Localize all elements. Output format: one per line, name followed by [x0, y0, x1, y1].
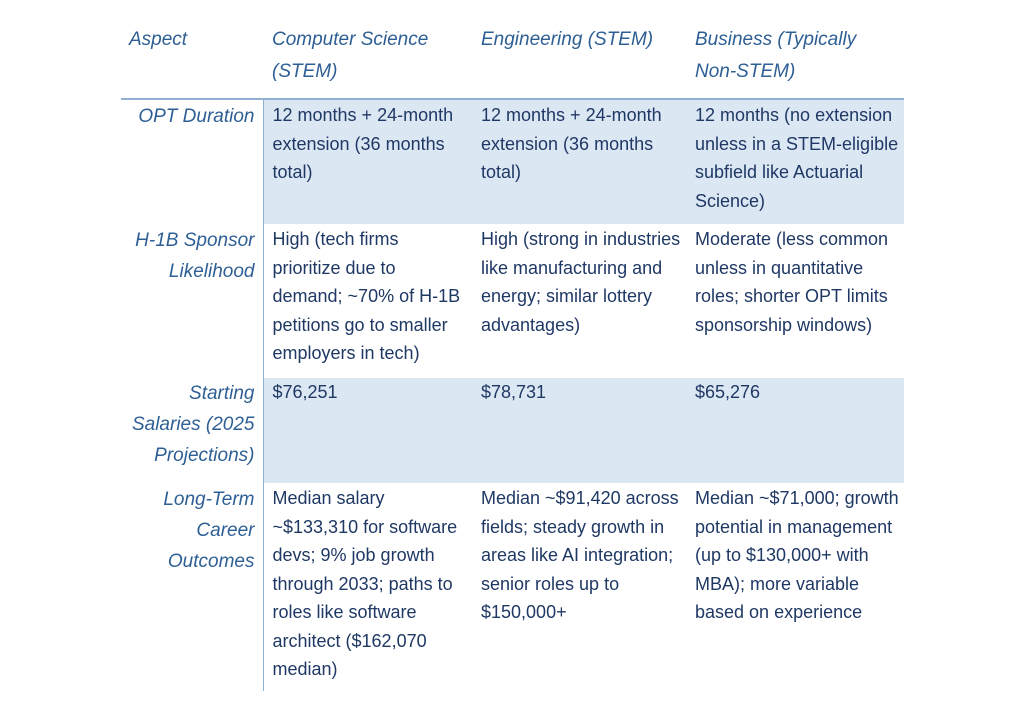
table-row-starting-salaries: Starting Salaries (2025 Projections) $76…: [121, 378, 904, 483]
cell-computer-science: $76,251: [263, 378, 472, 483]
cell-computer-science: Median salary ~$133,310 for software dev…: [272, 488, 458, 679]
header-business: Business (Typically Non-STEM): [686, 18, 904, 100]
cell-computer-science: 12 months + 24-month extension (36 month…: [263, 99, 472, 224]
cell-engineering: $78,731: [472, 378, 686, 483]
cell-business: $65,276: [686, 378, 904, 483]
cell-business: Median ~$71,000; growth potential in man…: [695, 488, 899, 622]
table-row-long-term-outcomes: Long-Term Career Outcomes Median salary …: [121, 483, 904, 691]
table-row-h1b-sponsor: H-1B Sponsor Likelihood High (tech firms…: [121, 224, 904, 378]
cell-business: 12 months (no extension unless in a STEM…: [686, 99, 904, 224]
row-label: OPT Duration: [121, 99, 264, 224]
table-header-row: Aspect Computer Science (STEM) Engineeri…: [121, 18, 904, 100]
header-computer-science: Computer Science (STEM): [263, 18, 472, 100]
row-label: Long-Term Career Outcomes: [121, 483, 264, 691]
header-aspect: Aspect: [121, 18, 263, 100]
row-label: H-1B Sponsor Likelihood: [121, 224, 264, 378]
table-row-opt-duration: OPT Duration 12 months + 24-month extens…: [121, 99, 904, 224]
cell-engineering: High (strong in industries like manufact…: [481, 229, 681, 335]
comparison-table: Aspect Computer Science (STEM) Engineeri…: [121, 18, 904, 691]
cell-engineering: 12 months + 24-month extension (36 month…: [472, 99, 686, 224]
header-engineering: Engineering (STEM): [472, 18, 686, 100]
cell-computer-science: High (tech firms prioritize due to deman…: [272, 229, 461, 363]
cell-engineering: Median ~$91,420 across fields; steady gr…: [481, 488, 679, 622]
cell-business: Moderate (less common unless in quantita…: [695, 229, 889, 335]
row-label: Starting Salaries (2025 Projections): [121, 378, 264, 483]
